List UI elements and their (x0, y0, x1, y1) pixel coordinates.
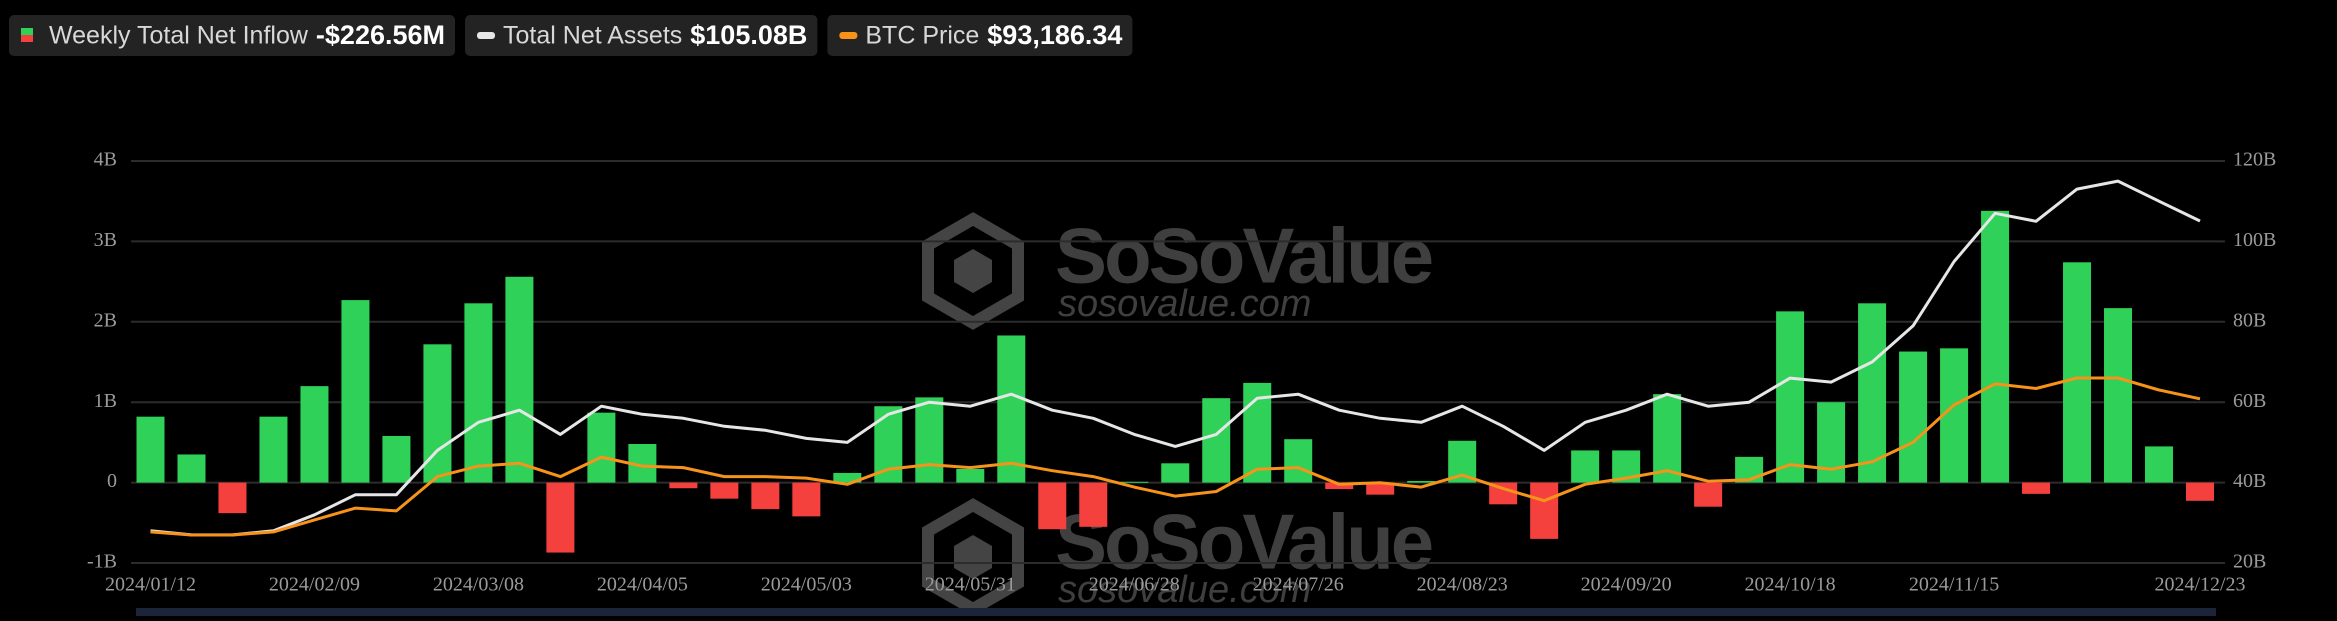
line (150, 376, 2201, 537)
legend-value: -$226.56M (316, 20, 445, 50)
x-tick-label: 2024/02/09 (269, 574, 360, 596)
y2-tick-label: 60B (2233, 390, 2266, 412)
bar (1120, 481, 1149, 483)
bar (1079, 482, 1108, 527)
x-tick-label: 2024/11/15 (1909, 574, 1999, 596)
bar (833, 472, 862, 483)
legend-name: BTC Price (865, 22, 979, 50)
legend-value: $93,186.34 (987, 20, 1122, 50)
y2-tick-label: 80B (2233, 309, 2266, 331)
bar (464, 303, 493, 483)
bar (1899, 351, 1928, 483)
bar (997, 335, 1026, 483)
y-tick-label: 2B (94, 309, 117, 331)
bar (2063, 262, 2092, 483)
bar (1161, 463, 1190, 483)
legend-item: BTC Price $93,186.34 (827, 15, 1133, 56)
bar (300, 386, 329, 483)
bar (2104, 308, 2133, 483)
bar (1489, 482, 1518, 505)
watermark-site: sosovalue.com (1058, 569, 1311, 611)
bar (505, 276, 534, 483)
bar (1366, 482, 1395, 495)
bar (1530, 482, 1559, 539)
bar (1202, 398, 1231, 483)
bar (710, 482, 739, 499)
bar (1981, 210, 2010, 483)
bar (587, 412, 616, 483)
bar (136, 416, 165, 483)
x-tick-label: 2024/10/18 (1745, 574, 1836, 596)
bar (956, 468, 985, 483)
bar (382, 435, 411, 483)
y2-tick-label: 20B (2233, 551, 2266, 573)
x-tick-label: 2024/08/23 (1417, 574, 1508, 596)
y-tick-label: -1B (87, 551, 117, 573)
y2-tick-label: 40B (2233, 470, 2266, 492)
legend-chip (827, 15, 1133, 56)
bar (1694, 482, 1723, 507)
x-tick-label: 2024/05/03 (761, 574, 852, 596)
x-tick-label: 2024/05/31 (925, 574, 1016, 596)
legend-item: Total Net Assets $105.08B (465, 15, 818, 56)
y-tick-label: 0 (107, 470, 117, 492)
bar (751, 482, 780, 510)
legend-icon (21, 28, 33, 35)
bar (792, 482, 821, 517)
bar (1284, 439, 1313, 483)
y2-tick-label: 100B (2233, 229, 2276, 251)
bar (341, 300, 370, 483)
bar (2186, 482, 2214, 501)
x-tick-label: 2024/06/28 (1089, 574, 1180, 596)
x-tick-label: 2024/03/08 (433, 574, 524, 596)
watermark: SoSoValue sosovalue.com SoSoValue sosova… (922, 212, 1435, 616)
legend-name: Weekly Total Net Inflow (49, 22, 309, 50)
bar (1325, 482, 1354, 490)
zoom-bar (136, 608, 2216, 616)
x-tick-label: 2024/07/26 (1253, 574, 1344, 596)
x-tick-label: 2024/12/23 (2154, 574, 2245, 596)
bar (2145, 446, 2174, 483)
legend-icon (839, 32, 858, 39)
y-tick-label: 1B (94, 390, 117, 412)
watermark-brand: SoSoValue (1055, 212, 1432, 300)
legend-chip (9, 15, 456, 56)
legend-chip (465, 15, 818, 56)
legend-value: $105.08B (690, 20, 807, 50)
y-tick-label: 3B (94, 229, 117, 251)
watermark-logo (922, 212, 1024, 330)
bar (1038, 482, 1067, 530)
bar (1407, 480, 1436, 483)
legend-name: Total Net Assets (503, 22, 682, 50)
y-tick-label: 4B (94, 149, 117, 171)
line (150, 179, 2201, 537)
watermark-brand: SoSoValue (1055, 498, 1432, 586)
bar (1776, 311, 1805, 483)
bar (874, 406, 903, 483)
watermark-site: sosovalue.com (1058, 283, 1311, 325)
bar (546, 482, 575, 553)
x-tick-label: 2024/09/20 (1581, 574, 1672, 596)
bar (915, 397, 944, 483)
bar (2022, 482, 2051, 494)
bar (1858, 303, 1887, 483)
bar (1653, 394, 1682, 483)
legend-icon (477, 32, 496, 39)
bar (218, 482, 247, 514)
bar (669, 482, 698, 489)
y2-tick-label: 120B (2233, 149, 2276, 171)
legend-item: Weekly Total Net Inflow -$226.56M (9, 15, 456, 56)
x-tick-label: 2024/04/05 (597, 574, 688, 596)
bar (177, 454, 206, 483)
bar (259, 416, 288, 483)
legend-icon (21, 35, 33, 42)
bar (1571, 450, 1600, 483)
x-tick-label: 2024/01/12 (105, 574, 196, 596)
